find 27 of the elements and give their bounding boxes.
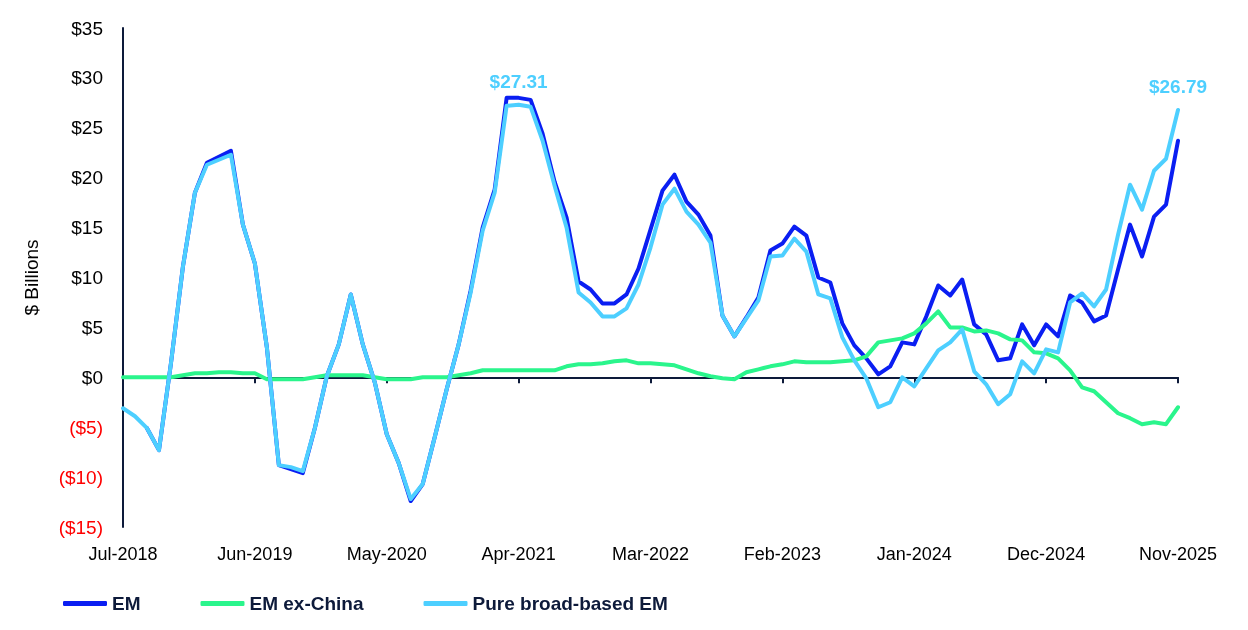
- y-tick-label: $0: [81, 366, 103, 388]
- x-tick-label: Feb-2023: [743, 544, 821, 564]
- y-tick-label: $25: [71, 117, 103, 139]
- annotation: $26.79: [1148, 75, 1208, 97]
- x-tick-label: Nov-2025: [1138, 544, 1218, 564]
- legend-label: EM: [112, 593, 141, 614]
- line-series: [121, 309, 1180, 427]
- y-axis-title: $ Billions: [21, 239, 42, 316]
- y-tick-label: $10: [71, 267, 103, 288]
- x-tick-label: Jan-2024: [876, 544, 952, 564]
- x-tick-label: Dec-2024: [1007, 544, 1086, 564]
- x-tick-label: Apr-2021: [481, 544, 556, 564]
- legend-label: Pure broad-based EM: [472, 593, 668, 614]
- x-tick-label: Mar-2022: [611, 544, 690, 564]
- y-tick-label: $5: [81, 316, 103, 338]
- x-tick-label: Jul-2018: [88, 544, 158, 564]
- y-tick-label: ($15): [58, 516, 103, 538]
- y-tick-label: ($5): [69, 416, 103, 438]
- y-tick-label: $20: [71, 167, 103, 189]
- y-tick-label: $15: [71, 217, 103, 239]
- annotation: $27.31: [489, 70, 549, 92]
- x-tick-label: Jun-2019: [217, 544, 293, 564]
- x-tick-label: May-2020: [346, 544, 427, 564]
- y-tick-label: ($10): [58, 466, 103, 488]
- legend-label: EM ex-China: [249, 593, 364, 614]
- y-tick-label: $35: [71, 17, 103, 39]
- y-tick-label: $30: [71, 67, 103, 89]
